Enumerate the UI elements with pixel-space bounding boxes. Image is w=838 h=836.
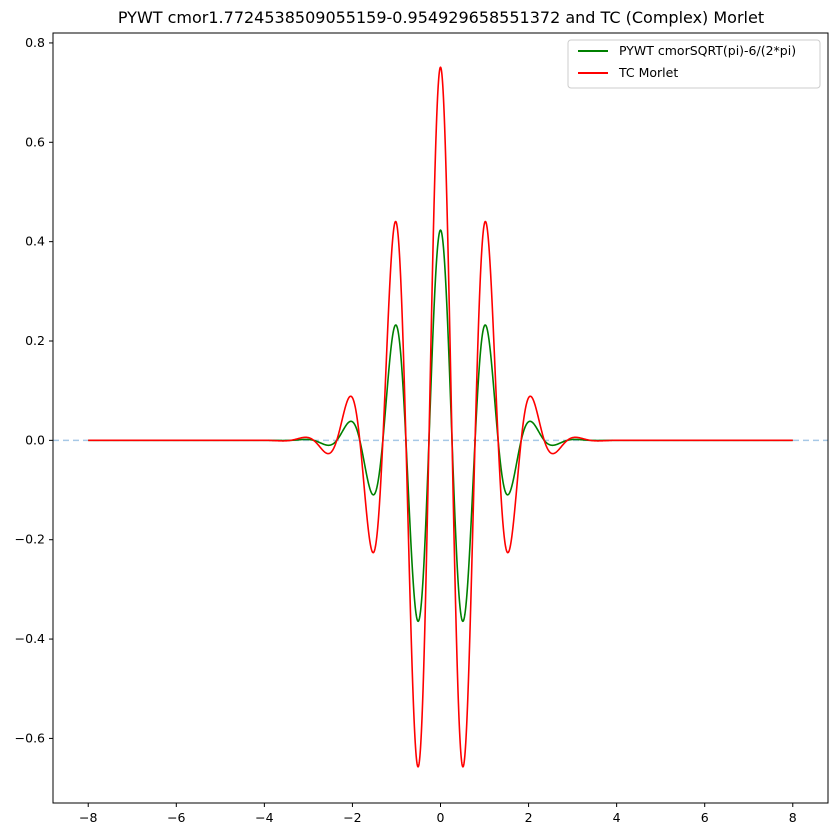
series-line-pywt [87, 229, 794, 623]
x-tick-label: 4 [613, 810, 621, 825]
x-tick-label: −4 [255, 810, 273, 825]
x-tick-label: −2 [343, 810, 361, 825]
series-line-tc-morlet [87, 66, 794, 768]
x-tick-label: −8 [79, 810, 97, 825]
x-tick-label: 6 [701, 810, 709, 825]
legend-label-pywt: PYWT cmorSQRT(pi)-6/(2*pi) [619, 43, 796, 58]
x-tick-label: −6 [167, 810, 185, 825]
chart-title: PYWT cmor1.7724538509055159-0.9549296585… [118, 8, 764, 27]
x-tick-label: 0 [437, 810, 445, 825]
axes-frame [52, 32, 829, 804]
plot-area [53, 66, 828, 768]
y-tick-label: 0.8 [25, 35, 45, 50]
y-tick-label: 0.0 [25, 432, 45, 447]
legend: PYWT cmorSQRT(pi)-6/(2*pi) TC Morlet [567, 39, 821, 89]
legend-box [567, 39, 821, 89]
y-tick-label: 0.2 [25, 333, 45, 348]
y-tick-label: 0.4 [25, 234, 45, 249]
x-tick-label: 8 [789, 810, 797, 825]
y-tick-label: −0.6 [15, 730, 45, 745]
legend-label-tc: TC Morlet [618, 65, 678, 80]
y-tick-label: −0.2 [15, 532, 45, 547]
x-tick-label: 2 [525, 810, 533, 825]
y-tick-label: 0.6 [25, 134, 45, 149]
y-tick-label: −0.4 [15, 631, 45, 646]
